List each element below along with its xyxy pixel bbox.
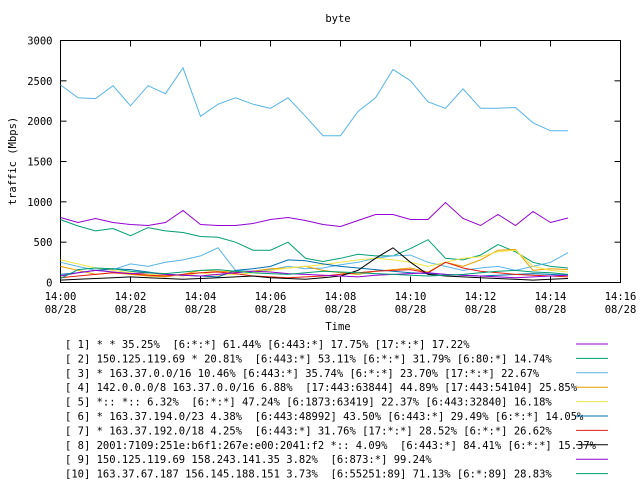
y-tick-label: 0: [46, 278, 52, 290]
x-tick-label: 14:12 08/28: [465, 291, 497, 316]
legend-label: [ 2] 150.125.119.69 * 20.81% [6:443:*] 5…: [65, 353, 552, 365]
series-line: [60, 247, 569, 281]
series-line: [60, 248, 569, 278]
x-tick-label: 14:14 08/28: [535, 291, 567, 316]
legend-label: [ 9] 150.125.119.69 158.243.141.35 3.82%…: [65, 454, 432, 466]
legend-label: [ 5] *:: *:: 6.32% [6:*:*] 47.24% [6:187…: [65, 397, 552, 409]
series-line: [60, 66, 568, 137]
series-line: [60, 219, 569, 269]
legend-label: [ 1] * * 35.25% [6:*:*] 61.44% [6:443:*]…: [65, 339, 470, 351]
x-tick-label: 14:08 08/28: [325, 291, 357, 316]
series-line: [60, 267, 569, 279]
x-axis-label: Time: [325, 321, 350, 333]
legend-label: [ 8] 2001:7109:251e:b6f1:267e:e00:2041:f…: [65, 440, 597, 452]
y-tick-label: 1000: [27, 197, 52, 209]
legend-label: [ 3] * 163.37.0.0/16 10.46% [6:443:*] 35…: [65, 368, 540, 380]
legend-label: [ 7] * 163.37.192.0/18 4.25% [6:443:*] 3…: [65, 425, 552, 437]
x-tick-label: 14:10 08/28: [395, 291, 427, 316]
y-tick-label: 2000: [27, 116, 52, 128]
y-tick-label: 3000: [27, 36, 52, 48]
y-tick-label: 1500: [27, 157, 52, 169]
x-tick-label: 14:00 08/28: [45, 291, 77, 316]
series-line: [60, 261, 569, 279]
series-line: [60, 249, 569, 277]
x-tick-label: 14:16 08/28: [605, 291, 637, 316]
y-axis-label: traffic (Mbps): [7, 117, 19, 206]
legend-label: [ 6] * 163.37.194.0/23 4.38% [6:443:4899…: [65, 411, 584, 423]
legend-label: [10] 163.37.67.187 156.145.188.151 3.73%…: [65, 469, 552, 480]
legend-label: [ 4] 142.0.0.0/8 163.37.0.0/16 6.88% [17…: [65, 382, 578, 394]
y-tick-label: 2500: [27, 76, 52, 88]
y-tick-label: 500: [34, 237, 53, 249]
chart-title: byte: [325, 13, 350, 25]
x-tick-label: 14:02 08/28: [115, 291, 147, 316]
x-tick-label: 14:06 08/28: [255, 291, 287, 316]
x-tick-label: 14:04 08/28: [185, 291, 217, 316]
series-line: [60, 201, 569, 228]
